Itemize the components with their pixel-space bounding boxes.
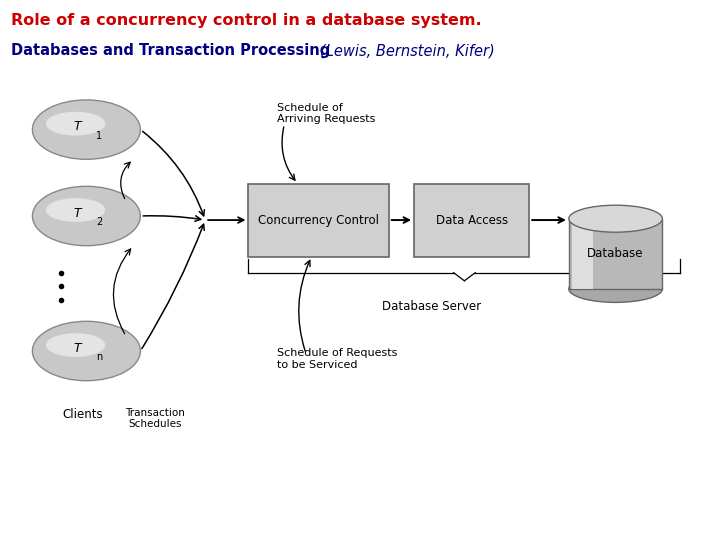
Text: T: T (74, 342, 81, 355)
Text: Database Server: Database Server (382, 300, 482, 313)
Ellipse shape (46, 198, 105, 222)
Ellipse shape (32, 100, 140, 159)
Bar (248, 184, 389, 256)
Text: 1: 1 (96, 131, 102, 141)
Text: n: n (96, 353, 102, 362)
Ellipse shape (46, 112, 105, 136)
Bar (569, 219, 662, 289)
Text: Role of a concurrency control in a database system.: Role of a concurrency control in a datab… (11, 14, 482, 29)
Text: Concurrency Control: Concurrency Control (258, 213, 379, 227)
Ellipse shape (46, 333, 105, 357)
Bar (414, 184, 529, 256)
Text: Schedule of Requests
to be Serviced: Schedule of Requests to be Serviced (277, 348, 397, 370)
Ellipse shape (569, 275, 662, 302)
Text: Database: Database (588, 247, 644, 260)
Text: Data Access: Data Access (436, 213, 508, 227)
Text: Databases and Transaction Processing: Databases and Transaction Processing (11, 43, 330, 58)
Bar (572, 219, 593, 289)
Text: 2: 2 (96, 218, 102, 227)
Text: Transaction
Schedules: Transaction Schedules (125, 408, 185, 429)
Text: Clients: Clients (63, 408, 103, 421)
Ellipse shape (32, 186, 140, 246)
Ellipse shape (32, 321, 140, 381)
Text: T: T (74, 207, 81, 220)
Text: T: T (74, 120, 81, 133)
Text: Schedule of
Arriving Requests: Schedule of Arriving Requests (277, 103, 376, 124)
Ellipse shape (569, 205, 662, 232)
Text: (Lewis, Bernstein, Kifer): (Lewis, Bernstein, Kifer) (320, 43, 495, 58)
